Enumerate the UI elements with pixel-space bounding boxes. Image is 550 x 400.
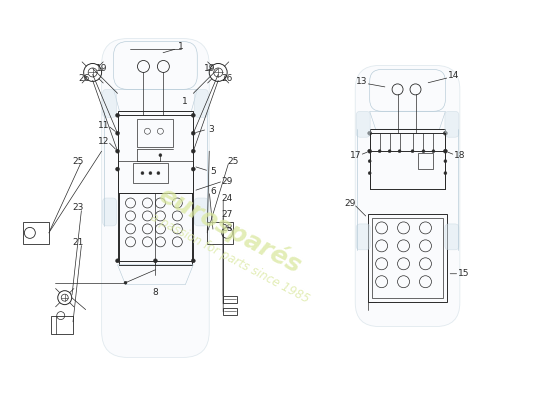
- Text: 26: 26: [222, 74, 233, 83]
- Circle shape: [444, 172, 447, 174]
- Bar: [207, 222, 233, 244]
- Circle shape: [153, 259, 157, 263]
- Text: 17: 17: [350, 151, 361, 160]
- Circle shape: [443, 131, 447, 135]
- Text: 1: 1: [178, 42, 184, 51]
- Circle shape: [116, 131, 119, 135]
- Circle shape: [368, 160, 371, 163]
- Text: 27: 27: [222, 210, 233, 220]
- Circle shape: [388, 150, 391, 153]
- Circle shape: [398, 150, 401, 153]
- Bar: [372, 218, 443, 298]
- Text: 18: 18: [454, 151, 465, 160]
- Bar: [51, 316, 73, 334]
- Text: 29: 29: [344, 200, 355, 208]
- Text: 14: 14: [448, 71, 459, 80]
- Circle shape: [116, 167, 119, 171]
- Text: 23: 23: [72, 204, 84, 212]
- Circle shape: [422, 150, 425, 153]
- Circle shape: [149, 172, 152, 174]
- Circle shape: [191, 131, 195, 135]
- Text: 11: 11: [98, 121, 109, 130]
- Circle shape: [124, 281, 127, 284]
- Circle shape: [411, 150, 414, 153]
- Bar: [223, 296, 237, 303]
- Text: 15: 15: [458, 269, 469, 278]
- Circle shape: [116, 113, 119, 117]
- Text: eurosparés: eurosparés: [155, 182, 306, 278]
- Bar: [417, 153, 433, 169]
- Text: 28: 28: [222, 224, 233, 233]
- Text: 1: 1: [183, 97, 188, 106]
- Circle shape: [378, 150, 381, 153]
- Circle shape: [191, 149, 195, 153]
- FancyBboxPatch shape: [194, 198, 208, 226]
- Text: 25: 25: [72, 157, 84, 166]
- Circle shape: [191, 167, 195, 171]
- FancyBboxPatch shape: [103, 198, 117, 226]
- Bar: [23, 222, 49, 244]
- Text: 13: 13: [356, 77, 367, 86]
- Text: 6: 6: [210, 186, 216, 196]
- FancyBboxPatch shape: [445, 111, 459, 137]
- Circle shape: [368, 149, 372, 153]
- Text: 29: 29: [222, 176, 233, 186]
- Circle shape: [432, 150, 435, 153]
- FancyBboxPatch shape: [103, 89, 117, 117]
- Bar: [223, 308, 237, 315]
- Text: 19: 19: [96, 64, 107, 73]
- Text: 21: 21: [72, 238, 84, 247]
- Text: 24: 24: [222, 194, 233, 202]
- Circle shape: [368, 131, 372, 135]
- Bar: [138, 119, 173, 147]
- FancyBboxPatch shape: [356, 111, 370, 137]
- Text: 3: 3: [208, 125, 214, 134]
- Bar: [368, 214, 447, 302]
- Circle shape: [157, 172, 160, 174]
- Circle shape: [116, 259, 119, 263]
- Circle shape: [191, 259, 195, 263]
- FancyBboxPatch shape: [102, 38, 209, 358]
- Text: 5: 5: [210, 167, 216, 176]
- Text: 19: 19: [204, 64, 215, 73]
- Text: 26: 26: [78, 74, 89, 83]
- Circle shape: [116, 149, 119, 153]
- Circle shape: [141, 172, 144, 174]
- FancyBboxPatch shape: [445, 224, 459, 250]
- Circle shape: [443, 149, 447, 153]
- Circle shape: [444, 160, 447, 163]
- FancyBboxPatch shape: [356, 224, 370, 250]
- FancyBboxPatch shape: [194, 89, 208, 117]
- Circle shape: [368, 172, 371, 174]
- Bar: [119, 193, 192, 265]
- Text: 8: 8: [152, 288, 158, 297]
- Bar: [118, 111, 193, 193]
- Text: 12: 12: [98, 137, 109, 146]
- Bar: [370, 129, 446, 189]
- Text: a passion for parts since 1985: a passion for parts since 1985: [148, 210, 312, 305]
- Bar: [134, 163, 168, 183]
- Text: 25: 25: [228, 157, 239, 166]
- FancyBboxPatch shape: [355, 66, 460, 326]
- Circle shape: [159, 154, 162, 157]
- Circle shape: [191, 113, 195, 117]
